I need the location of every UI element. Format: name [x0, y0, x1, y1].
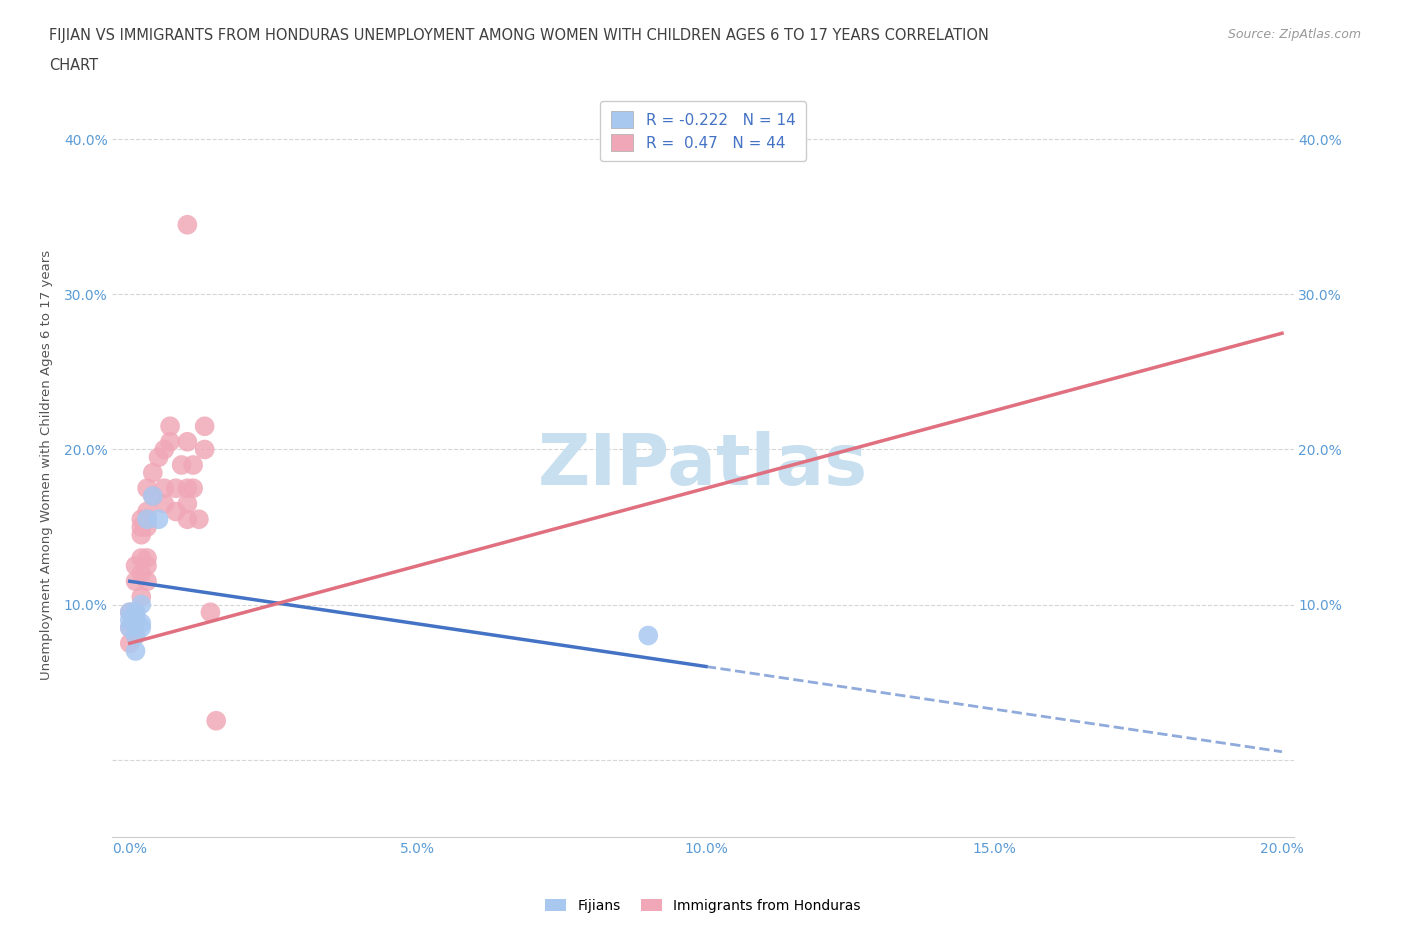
Point — [165, 481, 187, 496]
Point — [118, 620, 141, 635]
Point — [153, 481, 176, 496]
Point — [129, 512, 152, 526]
Point — [118, 604, 141, 619]
Point — [159, 418, 181, 433]
Point — [176, 497, 198, 512]
Point — [124, 628, 146, 643]
Point — [118, 620, 141, 635]
Point — [136, 512, 159, 526]
Point — [159, 434, 181, 449]
Point — [136, 558, 159, 573]
Point — [148, 512, 170, 526]
Point — [187, 512, 209, 526]
Point — [129, 616, 152, 631]
Point — [136, 574, 159, 589]
Text: FIJIAN VS IMMIGRANTS FROM HONDURAS UNEMPLOYMENT AMONG WOMEN WITH CHILDREN AGES 6: FIJIAN VS IMMIGRANTS FROM HONDURAS UNEMP… — [49, 28, 988, 43]
Point — [194, 442, 217, 457]
Point — [194, 418, 217, 433]
Point — [124, 613, 146, 628]
Point — [176, 512, 198, 526]
Point — [181, 481, 204, 496]
Point — [129, 597, 152, 612]
Point — [124, 628, 146, 643]
Point — [136, 512, 159, 526]
Point — [129, 566, 152, 581]
Point — [176, 481, 198, 496]
Point — [129, 590, 152, 604]
Point — [142, 488, 165, 503]
Legend: Fijians, Immigrants from Honduras: Fijians, Immigrants from Honduras — [540, 894, 866, 919]
Point — [148, 450, 170, 465]
Point — [136, 481, 159, 496]
Point — [136, 551, 159, 565]
Point — [118, 613, 141, 628]
Point — [181, 458, 204, 472]
Point — [129, 551, 152, 565]
Text: ZIPatlas: ZIPatlas — [538, 431, 868, 499]
Point — [118, 604, 141, 619]
Point — [124, 574, 146, 589]
Point — [124, 644, 146, 658]
Point — [170, 458, 193, 472]
Point — [129, 520, 152, 535]
Point — [124, 558, 146, 573]
Point — [205, 713, 228, 728]
Point — [142, 488, 165, 503]
Point — [118, 636, 141, 651]
Point — [129, 527, 152, 542]
Point — [136, 504, 159, 519]
Point — [200, 604, 222, 619]
Legend: R = -0.222   N = 14, R =  0.47   N = 44: R = -0.222 N = 14, R = 0.47 N = 44 — [600, 100, 806, 162]
Point — [124, 613, 146, 628]
Point — [142, 465, 165, 480]
Point — [136, 520, 159, 535]
Point — [124, 604, 146, 619]
Point — [124, 604, 146, 619]
Text: Source: ZipAtlas.com: Source: ZipAtlas.com — [1227, 28, 1361, 41]
Point — [637, 628, 659, 643]
Text: CHART: CHART — [49, 58, 98, 73]
Point — [176, 218, 198, 232]
Point — [176, 434, 198, 449]
Point — [153, 497, 176, 512]
Y-axis label: Unemployment Among Women with Children Ages 6 to 17 years: Unemployment Among Women with Children A… — [39, 250, 52, 680]
Point — [165, 504, 187, 519]
Point — [153, 442, 176, 457]
Point — [129, 620, 152, 635]
